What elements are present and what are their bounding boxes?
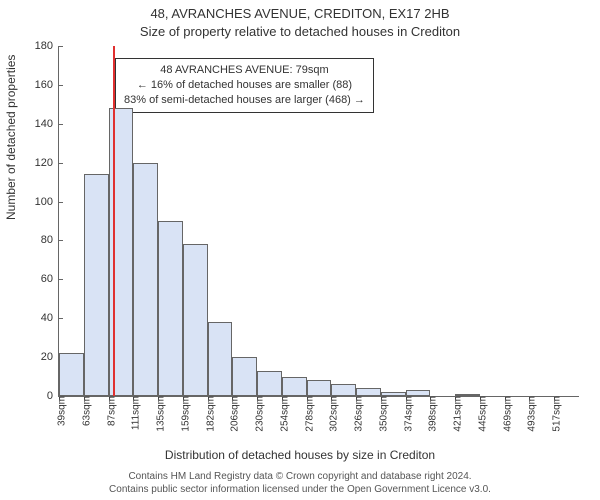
x-axis-label: Distribution of detached houses by size …	[0, 448, 600, 462]
plot-area: 48 AVRANCHES AVENUE: 79sqm ← 16% of deta…	[58, 46, 579, 397]
y-tick: 180	[35, 40, 59, 52]
x-tick-label: 374sqm	[397, 396, 414, 432]
annotation-line2: ← 16% of detached houses are smaller (88…	[124, 78, 365, 93]
annotation-box: 48 AVRANCHES AVENUE: 79sqm ← 16% of deta…	[115, 58, 374, 113]
y-tick: 60	[41, 273, 59, 285]
x-tick-label: 302sqm	[323, 396, 340, 432]
histogram-bar	[84, 174, 109, 396]
y-tick: 160	[35, 79, 59, 91]
annotation-line3: 83% of semi-detached houses are larger (…	[124, 93, 365, 108]
x-tick-label: 39sqm	[51, 396, 68, 426]
x-tick-label: 87sqm	[100, 396, 117, 426]
histogram-bar	[133, 163, 158, 396]
histogram-bar	[158, 221, 183, 396]
x-tick-label: 111sqm	[125, 396, 142, 430]
x-tick-label: 350sqm	[372, 396, 389, 432]
x-tick-label: 326sqm	[348, 396, 365, 432]
annotation-line1: 48 AVRANCHES AVENUE: 79sqm	[124, 63, 365, 78]
x-tick-label: 230sqm	[249, 396, 266, 432]
chart-container: 48, AVRANCHES AVENUE, CREDITON, EX17 2HB…	[0, 0, 600, 500]
x-tick-label: 254sqm	[273, 396, 290, 432]
histogram-bar	[59, 353, 84, 396]
histogram-bar	[282, 377, 307, 396]
histogram-bar	[232, 357, 257, 396]
x-tick-label: 159sqm	[174, 396, 191, 432]
x-tick-label: 445sqm	[471, 396, 488, 432]
x-tick-label: 278sqm	[298, 396, 315, 432]
footer-line2: Contains public sector information licen…	[0, 484, 600, 497]
footer-line1: Contains HM Land Registry data © Crown c…	[0, 471, 600, 484]
y-tick: 80	[41, 234, 59, 246]
marker-line	[113, 46, 115, 396]
histogram-bar	[331, 384, 356, 396]
x-tick-label: 135sqm	[150, 396, 167, 432]
x-tick-label: 63sqm	[75, 396, 92, 426]
y-tick: 100	[35, 196, 59, 208]
chart-title-line1: 48, AVRANCHES AVENUE, CREDITON, EX17 2HB	[0, 6, 600, 21]
y-tick: 120	[35, 157, 59, 169]
x-tick-label: 469sqm	[496, 396, 513, 432]
y-tick: 40	[41, 312, 59, 324]
x-tick-label: 398sqm	[422, 396, 439, 432]
x-tick-label: 182sqm	[199, 396, 216, 432]
chart-footer: Contains HM Land Registry data © Crown c…	[0, 471, 600, 496]
histogram-bar	[257, 371, 282, 396]
y-tick: 140	[35, 118, 59, 130]
chart-title-line2: Size of property relative to detached ho…	[0, 24, 600, 39]
y-axis-label: Number of detached properties	[4, 55, 18, 220]
histogram-bar	[208, 322, 233, 396]
histogram-bar	[307, 380, 332, 396]
y-tick: 20	[41, 351, 59, 363]
x-tick-label: 493sqm	[521, 396, 538, 432]
x-tick-label: 517sqm	[546, 396, 563, 432]
x-tick-label: 421sqm	[447, 396, 464, 432]
histogram-bar	[183, 244, 208, 396]
x-tick-label: 206sqm	[224, 396, 241, 432]
histogram-bar	[356, 388, 381, 396]
